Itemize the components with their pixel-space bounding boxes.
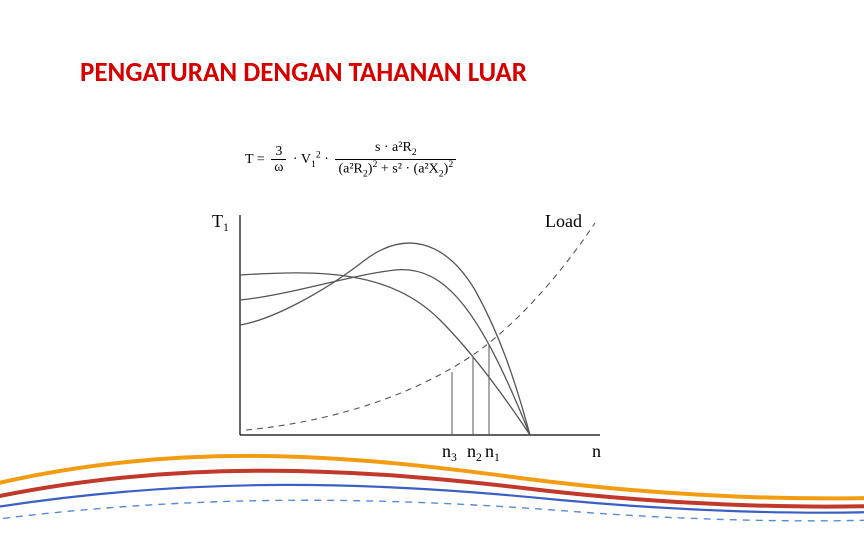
torque-formula: T = 3ω · V12 · s · a²R2(a²R2)2 + s² · (a… — [245, 140, 459, 180]
torque-speed-chart: T1nLoadn3n2n1 — [200, 205, 620, 465]
footer-swoosh — [0, 450, 864, 540]
slide: PENGATURAN DENGAN TAHANAN LUAR T = 3ω · … — [0, 0, 864, 540]
svg-text:T1: T1 — [212, 211, 229, 234]
svg-text:Load: Load — [545, 211, 582, 231]
slide-title: PENGATURAN DENGAN TAHANAN LUAR — [80, 56, 527, 89]
